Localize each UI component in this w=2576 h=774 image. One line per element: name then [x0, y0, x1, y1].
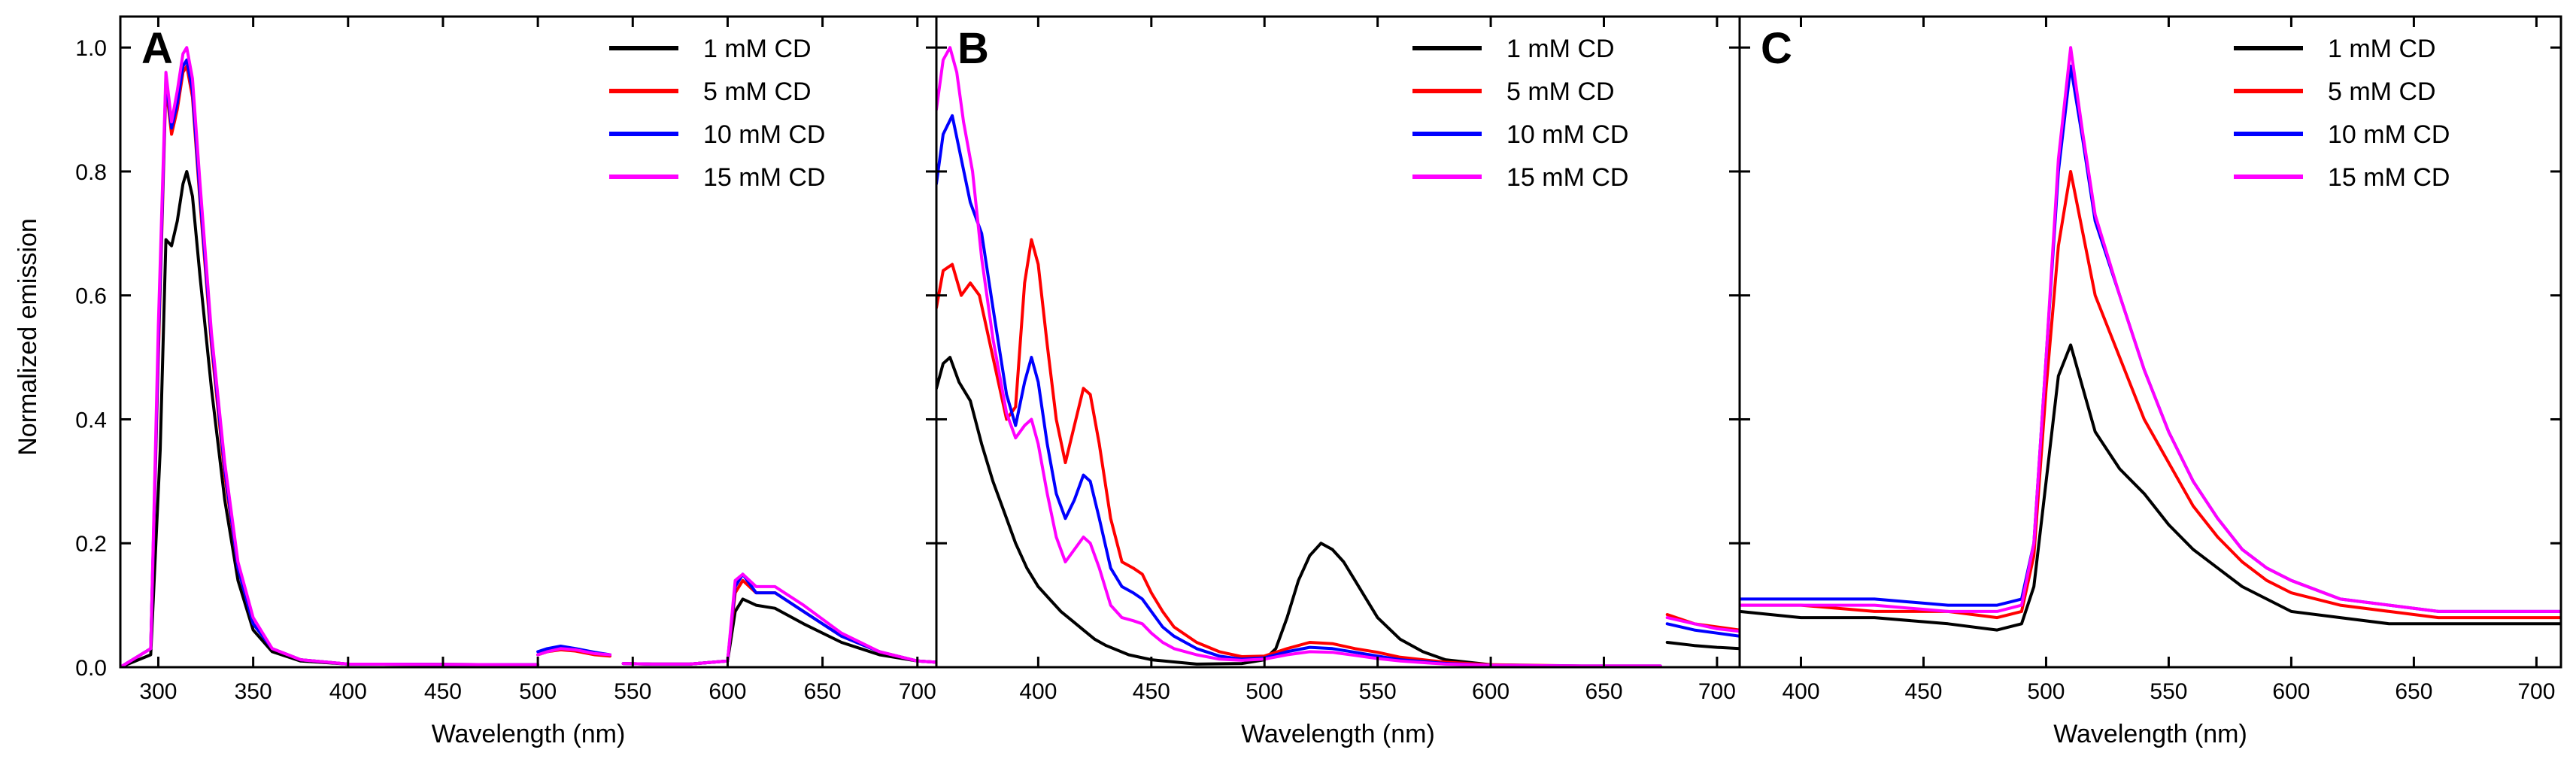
panel-a: 300 350 400 450 500 550 600 650 700 0.0 0.2 0.4 0.6 0… [75, 15, 938, 748]
series-c-15-mm-cd-segment-1 [1740, 46, 2561, 613]
series-b-10-mm-cd-segment-2 [1665, 622, 1740, 638]
x-tick-label-b-400: 400 [1019, 679, 1057, 704]
y-tick-label-0.8: 0.8 [75, 160, 107, 185]
x-tick-label-c-600: 600 [2272, 679, 2310, 704]
legend-a: 1 mM CD 5 mM CD 10 mM CD 15 mM CD [609, 35, 825, 192]
x-tick-label-b-600: 600 [1472, 679, 1509, 704]
series-a-15-mm-cd-segment-3 [621, 572, 936, 666]
x-tick-label-b-500: 500 [1246, 679, 1283, 704]
x-tick-label-c-450: 450 [1904, 679, 1942, 704]
legend-label-a-15-mm-cd: 15 mM CD [703, 163, 825, 192]
x-tick-label-a-600: 600 [708, 679, 746, 704]
y-tick-label-0.2: 0.2 [75, 532, 107, 557]
series-a-15-mm-cd-segment-2 [536, 647, 611, 657]
series-c-1-mm-cd-segment-1 [1740, 343, 2561, 632]
y-tick-label-0.6: 0.6 [75, 284, 107, 309]
x-tick-label-a-550: 550 [614, 679, 651, 704]
x-tick-label-b-450: 450 [1133, 679, 1170, 704]
series-a-10-mm-cd-segment-3 [621, 572, 936, 666]
plot-area-c [1740, 46, 2561, 632]
series-a-1-mm-cd-segment-1 [120, 170, 540, 667]
series-a-5-mm-cd-segment-1 [120, 64, 540, 667]
plot-area-a [120, 46, 936, 667]
legend-label-a-1-mm-cd: 1 mM CD [703, 35, 812, 63]
y-tick-label-0.4: 0.4 [75, 408, 107, 433]
plot-area-b [936, 46, 1740, 667]
x-tick-label-b-650: 650 [1585, 679, 1622, 704]
x-tick-label-b-700: 700 [1698, 679, 1736, 704]
x-tick-label-a-700: 700 [899, 679, 936, 704]
legend-label-b-5-mm-cd: 5 mM CD [1506, 77, 1615, 106]
panel-label-a: A [141, 24, 173, 73]
legend-label-c-1-mm-cd: 1 mM CD [2328, 35, 2436, 63]
x-tick-label-a-350: 350 [235, 679, 272, 704]
panel-b: 400 450 500 550 600 650 700 Wavelength (nm) B 1 m… [935, 15, 1741, 748]
y-tick-label-0: 0.0 [75, 656, 107, 681]
panel-c: 400 450 500 550 600 650 700 Wavelength (nm) C 1 m… [1738, 15, 2562, 748]
series-b-1-mm-cd-segment-1 [936, 356, 1662, 667]
series-b-5-mm-cd-segment-1 [936, 238, 1662, 667]
x-tick-label-a-300: 300 [139, 679, 177, 704]
x-tick-label-b-550: 550 [1359, 679, 1397, 704]
series-b-15-mm-cd-segment-1 [936, 46, 1662, 667]
series-a-10-mm-cd-segment-1 [120, 58, 540, 667]
series-b-1-mm-cd-segment-2 [1665, 641, 1740, 651]
x-tick-label-a-400: 400 [329, 679, 367, 704]
legend-label-b-15-mm-cd: 15 mM CD [1506, 163, 1628, 192]
legend-label-b-1-mm-cd: 1 mM CD [1506, 35, 1615, 63]
x-tick-label-c-400: 400 [1782, 679, 1819, 704]
series-a-5-mm-cd-segment-3 [621, 578, 936, 666]
x-tick-label-c-650: 650 [2395, 679, 2432, 704]
legend-label-a-10-mm-cd: 10 mM CD [703, 120, 825, 149]
series-b-15-mm-cd-segment-2 [1665, 616, 1740, 633]
panel-label-b: B [957, 24, 989, 73]
legend-label-c-10-mm-cd: 10 mM CD [2328, 120, 2450, 149]
y-tick-label-1: 1.0 [75, 36, 107, 61]
frame-b [935, 15, 1741, 669]
legend-label-c-5-mm-cd: 5 mM CD [2328, 77, 2436, 106]
x-axis-title-b: Wavelength (nm) [1241, 720, 1435, 748]
x-axis-title-c: Wavelength (nm) [2053, 720, 2247, 748]
legend-label-b-10-mm-cd: 10 mM CD [1506, 120, 1628, 149]
series-a-15-mm-cd-segment-1 [120, 46, 540, 667]
legend-b: 1 mM CD 5 mM CD 10 mM CD 15 mM CD [1412, 35, 1628, 192]
x-tick-label-c-550: 550 [2150, 679, 2187, 704]
y-axis-title: Normalized emission [14, 218, 42, 456]
x-tick-label-c-700: 700 [2517, 679, 2555, 704]
x-tick-label-a-450: 450 [424, 679, 462, 704]
legend-label-c-15-mm-cd: 15 mM CD [2328, 163, 2450, 192]
frame-a [119, 15, 938, 669]
series-c-5-mm-cd-segment-1 [1740, 170, 2561, 620]
frame-c [1738, 15, 2562, 669]
x-tick-label-a-500: 500 [519, 679, 557, 704]
legend-c: 1 mM CD 5 mM CD 10 mM CD 15 mM CD [2234, 35, 2450, 192]
legend-label-a-5-mm-cd: 5 mM CD [703, 77, 812, 106]
panel-label-c: C [1761, 24, 1792, 73]
x-tick-label-c-500: 500 [2027, 679, 2065, 704]
x-axis-title-a: Wavelength (nm) [432, 720, 626, 748]
series-b-10-mm-cd-segment-1 [936, 114, 1662, 667]
x-tick-label-a-650: 650 [804, 679, 842, 704]
